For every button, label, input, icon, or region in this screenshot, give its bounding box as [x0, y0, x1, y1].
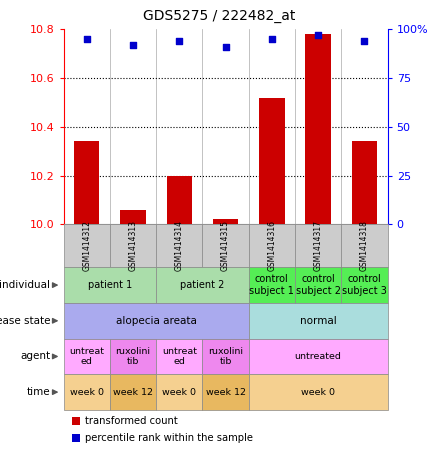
Text: GSM1414314: GSM1414314	[175, 220, 184, 271]
Text: ruxolini
tib: ruxolini tib	[116, 347, 151, 366]
Bar	[120, 210, 146, 224]
Text: ruxolini
tib: ruxolini tib	[208, 347, 243, 366]
Text: agent: agent	[20, 352, 50, 361]
Point	[83, 35, 90, 43]
Point	[361, 38, 368, 45]
Text: control
subject 2: control subject 2	[296, 275, 341, 296]
Text: untreated: untreated	[295, 352, 342, 361]
Text: GDS5275 / 222482_at: GDS5275 / 222482_at	[143, 9, 295, 23]
Text: disease state: disease state	[0, 316, 50, 326]
Text: week 0: week 0	[301, 388, 335, 397]
Text: untreat
ed: untreat ed	[162, 347, 197, 366]
Bar	[259, 98, 285, 224]
Text: GSM1414312: GSM1414312	[82, 220, 91, 271]
Text: GSM1414316: GSM1414316	[267, 220, 276, 271]
Text: patient 2: patient 2	[180, 280, 225, 290]
Point	[268, 35, 276, 43]
Bar	[352, 141, 377, 224]
Text: GSM1414315: GSM1414315	[221, 220, 230, 271]
Text: week 0: week 0	[70, 388, 104, 397]
Text: GSM1414313: GSM1414313	[128, 220, 138, 271]
Point	[314, 32, 321, 39]
Text: week 12: week 12	[113, 388, 153, 397]
Bar	[305, 34, 331, 224]
Point	[222, 43, 229, 51]
Text: control
subject 3: control subject 3	[342, 275, 387, 296]
Text: GSM1414317: GSM1414317	[314, 220, 323, 271]
Text: individual: individual	[0, 280, 50, 290]
Text: normal: normal	[300, 316, 336, 326]
Text: patient 1: patient 1	[88, 280, 132, 290]
Text: alopecia areata: alopecia areata	[116, 316, 197, 326]
Text: GSM1414318: GSM1414318	[360, 220, 369, 271]
Point	[176, 38, 183, 45]
Text: control
subject 1: control subject 1	[249, 275, 294, 296]
Text: week 12: week 12	[205, 388, 246, 397]
Point	[130, 41, 137, 48]
Text: transformed count: transformed count	[85, 416, 178, 426]
Text: percentile rank within the sample: percentile rank within the sample	[85, 433, 254, 443]
Text: untreat
ed: untreat ed	[69, 347, 104, 366]
Bar	[74, 141, 99, 224]
Bar	[166, 176, 192, 224]
Text: time: time	[27, 387, 50, 397]
Text: week 0: week 0	[162, 388, 196, 397]
Bar	[213, 219, 238, 224]
